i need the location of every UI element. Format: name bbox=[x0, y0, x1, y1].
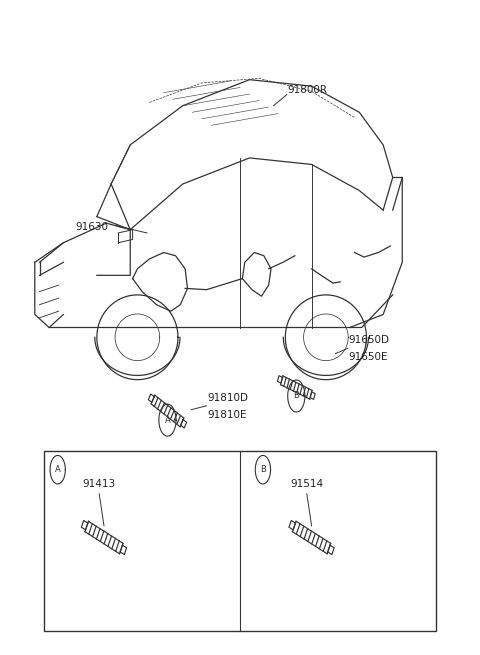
Text: 91630: 91630 bbox=[75, 221, 108, 232]
Text: 91413: 91413 bbox=[83, 479, 116, 489]
Text: A: A bbox=[165, 416, 170, 424]
Bar bbox=[44, 451, 436, 631]
Text: 91810D: 91810D bbox=[207, 392, 249, 403]
Text: A: A bbox=[55, 465, 60, 474]
Text: 91650E: 91650E bbox=[349, 352, 388, 362]
Text: 91800R: 91800R bbox=[288, 84, 328, 95]
Text: 91514: 91514 bbox=[290, 479, 324, 489]
Text: B: B bbox=[293, 392, 299, 400]
Text: 91810E: 91810E bbox=[207, 409, 247, 419]
Text: B: B bbox=[260, 465, 266, 474]
Text: 91650D: 91650D bbox=[349, 335, 390, 345]
